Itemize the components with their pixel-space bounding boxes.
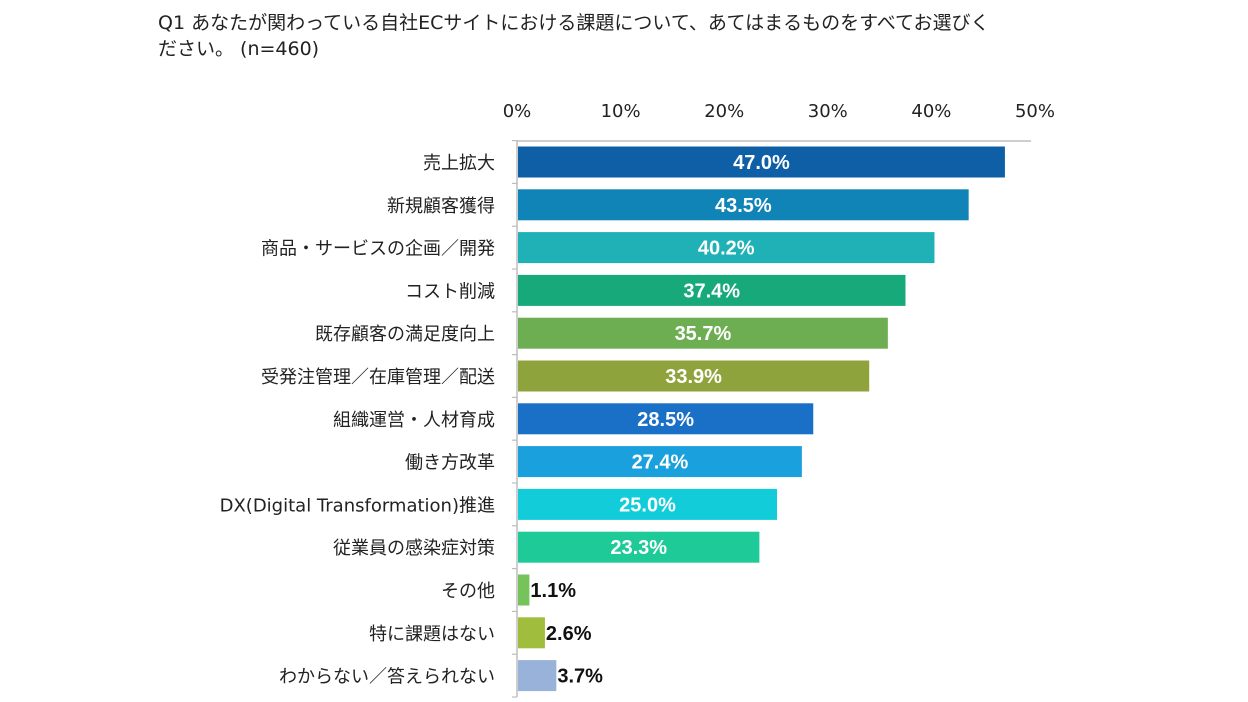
x-tick-label: 50% (1015, 101, 1055, 122)
category-label: 新規顧客獲得 (387, 196, 495, 217)
bar (518, 232, 935, 264)
data-label: 1.1% (530, 580, 576, 602)
data-label: 27.4% (632, 452, 689, 474)
data-label: 43.5% (715, 195, 772, 217)
data-label: 3.7% (557, 666, 603, 688)
x-tick-label: 40% (911, 101, 951, 122)
bar (518, 660, 557, 692)
bar (518, 446, 802, 478)
data-label: 28.5% (637, 409, 694, 431)
bar (518, 189, 969, 221)
category-label: コスト削減 (405, 281, 495, 302)
data-label: 40.2% (698, 238, 755, 260)
bar (518, 360, 870, 392)
category-label: 商品・サービスの企画／開発 (261, 239, 495, 260)
bar (518, 574, 530, 606)
x-tick-label: 20% (704, 101, 744, 122)
x-tick-label: 0% (503, 101, 532, 122)
data-label: 25.0% (619, 494, 676, 516)
bar (518, 274, 906, 306)
bar (518, 403, 814, 435)
category-label: 特に課題はない (369, 624, 495, 645)
data-label: 2.6% (546, 623, 592, 645)
chart-title-line-1: Q1 あなたが関わっている自社ECサイトにおける課題について、あてはまるものをす… (158, 12, 990, 34)
bar (518, 488, 777, 520)
category-label: 従業員の感染症対策 (333, 538, 495, 559)
chart-title: Q1 あなたが関わっている自社ECサイトにおける課題について、あてはまるものをす… (158, 10, 1118, 62)
chart-title-line-2: ださい。 (n=460) (158, 38, 320, 60)
category-label: その他 (441, 581, 495, 602)
x-tick-label: 10% (601, 101, 641, 122)
data-label: 47.0% (733, 152, 790, 174)
category-label: DX(Digital Transformation)推進 (220, 495, 495, 516)
category-label: 既存顧客の満足度向上 (315, 324, 495, 345)
category-label: 働き方改革 (405, 453, 495, 474)
bar (518, 617, 545, 649)
data-label: 23.3% (610, 537, 667, 559)
data-label: 35.7% (675, 323, 732, 345)
x-tick-label: 30% (808, 101, 848, 122)
bar (518, 531, 760, 563)
category-label: わからない／答えられない (279, 667, 495, 688)
category-label: 組織運営・人材育成 (333, 410, 495, 431)
category-label: 受発注管理／在庫管理／配送 (261, 367, 495, 388)
bar (518, 146, 1005, 178)
data-label: 33.9% (665, 366, 722, 388)
bar (518, 317, 888, 349)
category-label: 売上拡大 (423, 153, 495, 174)
data-label: 37.4% (683, 280, 740, 302)
